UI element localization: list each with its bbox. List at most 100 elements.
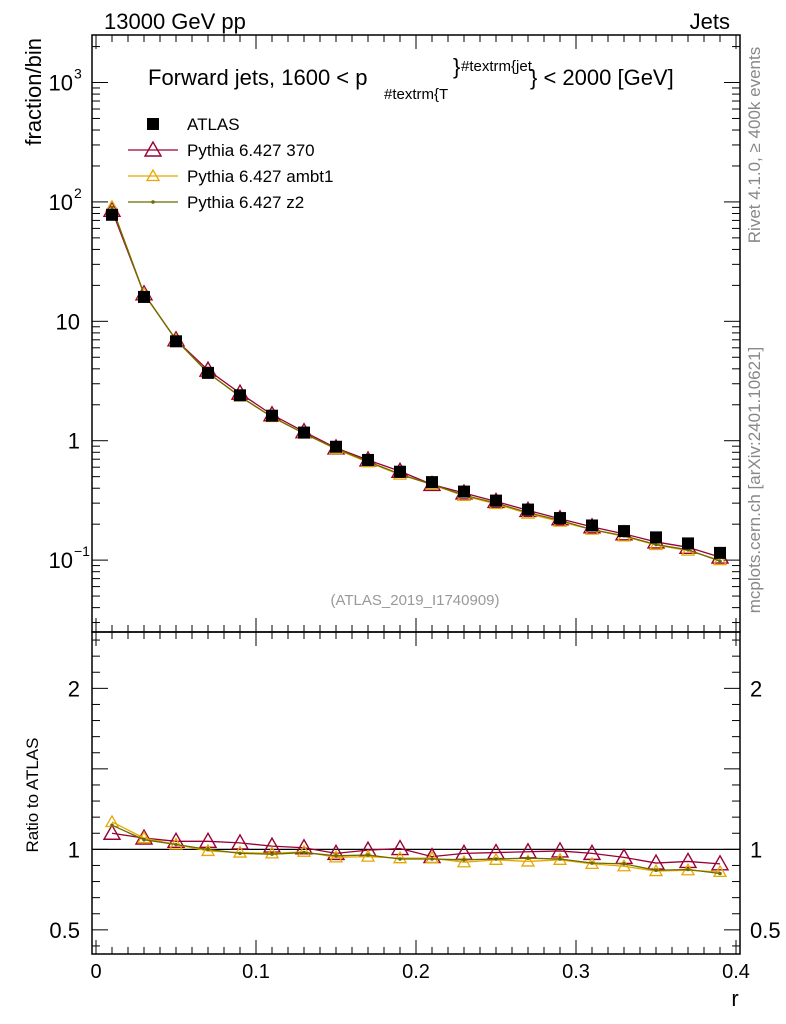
data-point [682,537,694,550]
ratio-point [558,857,562,861]
series-line [111,207,721,562]
ratio-point [718,871,722,876]
ratio-tick-label-left: 2 [68,676,80,701]
ratio-point [206,847,210,852]
ratio-line [111,821,721,873]
y-axis-label: fraction/bin [21,38,46,146]
ratio-tick-label-right: 0.5 [750,918,781,943]
ratio-tick-label-right: 2 [750,676,762,701]
x-tick-label: 0 [90,961,101,983]
data-point [718,559,722,563]
ratio-point [456,854,472,868]
y-tick-base: 10 [49,548,73,573]
data-point [234,389,246,402]
ratio-point [366,853,370,857]
data-point [362,453,374,466]
ratio-point [686,867,690,872]
x-tick-label: 0.2 [402,961,430,983]
x-tick-label: 0.1 [242,961,270,983]
data-point [106,208,118,221]
ratio-point [712,864,728,878]
ratio-point [710,854,730,871]
data-point [522,503,534,516]
ratio-point [262,836,282,853]
series-layer [102,199,730,878]
ratio-point [622,862,626,866]
data-point [394,465,406,478]
legend-label: Pythia 6.427 z2 [187,193,304,212]
data-point [490,494,502,507]
legend-label: ATLAS [187,115,240,134]
data-point [650,531,662,544]
ratio-point [296,844,312,857]
ratio-point [550,841,570,858]
ratio-point [616,858,632,872]
series-atlas [106,208,726,559]
ratio-point [230,833,250,850]
ratio-point [232,845,248,858]
ratio-point [270,852,274,856]
legend: ATLAS Pythia 6.427 370 Pythia 6.427 ambt1 P… [128,115,333,212]
header-right: Jets [690,9,730,34]
series-line [111,206,721,561]
y-tick-label: 10 −1 [49,543,91,573]
ratio-point [494,857,498,861]
data-point [298,426,310,439]
ratio-point [398,857,402,861]
ratio-y-axis-label: Ratio to ATLAS [23,738,42,853]
title-close: } < 2000 [GeV] [530,65,674,90]
legend-marker [147,118,159,130]
ratio-point [390,839,410,856]
x-tick-label: 0.4 [722,961,750,983]
series-line [111,210,721,558]
ratio-point [582,843,602,861]
data-point [138,290,150,303]
legend-label: Pythia 6.427 370 [187,141,315,160]
title-subscript: #textrm{T [384,86,448,103]
legend-marker [143,140,163,157]
ratio-point [134,828,154,845]
data-point [170,335,182,348]
ratio-tick-label-left: 0.5 [49,918,80,943]
ratio-point [174,842,178,847]
rivet-label: Rivet 4.1.0, ≥ 400k events [745,47,764,243]
data-point [586,519,598,532]
ratio-point [110,823,114,827]
ratio-point [264,846,280,859]
ratio-point [142,837,146,842]
ratio-point [238,851,242,856]
ratio-plot-frame [91,631,741,955]
legend-item: Pythia 6.427 ambt1 [128,167,333,186]
plot-title: Forward jets, 1600 < p #textrm{T } #text… [148,54,674,103]
y-tick-exponent: −1 [74,543,90,559]
analysis-watermark: (ATLAS_2019_I1740909) [330,592,499,609]
header-left: 13000 GeV pp [104,9,246,34]
ratio-point [326,843,346,861]
y-tick-label: 10 3 [49,66,82,96]
y-tick-label: 10 2 [49,185,82,215]
ratio-point [462,858,466,862]
ratio-point [678,852,698,869]
x-tick-label: 0.3 [562,961,590,983]
data-point [554,512,566,525]
x-axis-label: r [731,986,738,1011]
y-tick-exponent: 2 [74,185,82,201]
data-point [110,205,114,210]
data-point [654,542,658,547]
legend-item: ATLAS [147,115,240,134]
ratio-point [328,850,344,863]
ratio-point [334,853,338,858]
ratio-line [111,824,721,875]
data-point [330,440,342,453]
ratio-point [590,861,594,865]
ratio-point [392,850,408,864]
data-point [712,552,728,566]
y-tick-label: 10 [56,309,80,334]
ratio-point [520,854,536,867]
ratio-point [654,868,658,873]
title-brace: } [453,54,460,79]
ratio-point [430,857,434,861]
legend-marker [145,168,161,182]
legend-item: Pythia 6.427 z2 [128,193,304,212]
